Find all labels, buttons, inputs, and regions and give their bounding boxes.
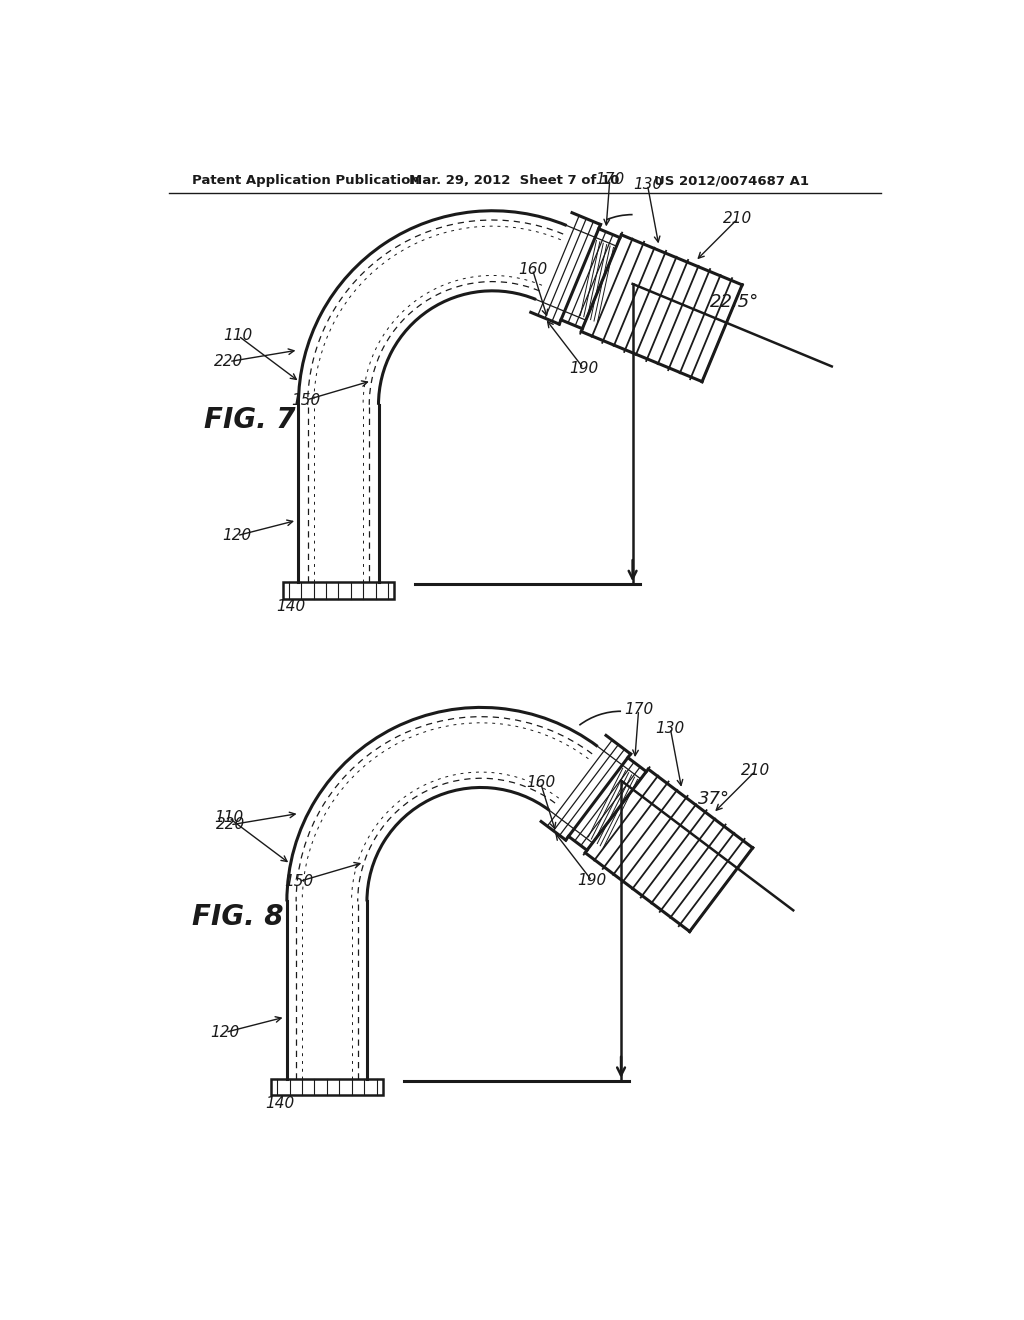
Text: 190: 190 [578, 874, 606, 888]
Text: 150: 150 [284, 874, 313, 890]
Text: 140: 140 [276, 599, 306, 614]
Bar [283, 582, 394, 599]
Text: 37°: 37° [698, 789, 730, 808]
Text: 120: 120 [211, 1024, 240, 1040]
Text: 160: 160 [518, 261, 547, 277]
Text: 120: 120 [222, 528, 252, 544]
Text: Mar. 29, 2012  Sheet 7 of 10: Mar. 29, 2012 Sheet 7 of 10 [410, 174, 620, 187]
Text: 110: 110 [214, 810, 244, 825]
Text: FIG. 7: FIG. 7 [204, 407, 295, 434]
Text: 190: 190 [569, 360, 598, 376]
Text: 220: 220 [214, 354, 244, 370]
Text: 22.5°: 22.5° [710, 293, 759, 312]
Text: 160: 160 [526, 775, 555, 791]
Text: 140: 140 [265, 1096, 294, 1111]
Text: 170: 170 [624, 702, 653, 717]
Text: 150: 150 [292, 392, 321, 408]
Text: 110: 110 [223, 329, 253, 343]
Text: 210: 210 [741, 763, 770, 779]
Text: FIG. 8: FIG. 8 [193, 903, 284, 931]
Text: 130: 130 [633, 177, 663, 193]
Text: Patent Application Publication: Patent Application Publication [193, 174, 420, 187]
Bar [271, 1078, 383, 1096]
Text: 210: 210 [723, 211, 753, 227]
Text: 170: 170 [595, 172, 625, 186]
Text: US 2012/0074687 A1: US 2012/0074687 A1 [654, 174, 809, 187]
Text: 130: 130 [655, 721, 685, 735]
Text: 220: 220 [215, 817, 245, 833]
